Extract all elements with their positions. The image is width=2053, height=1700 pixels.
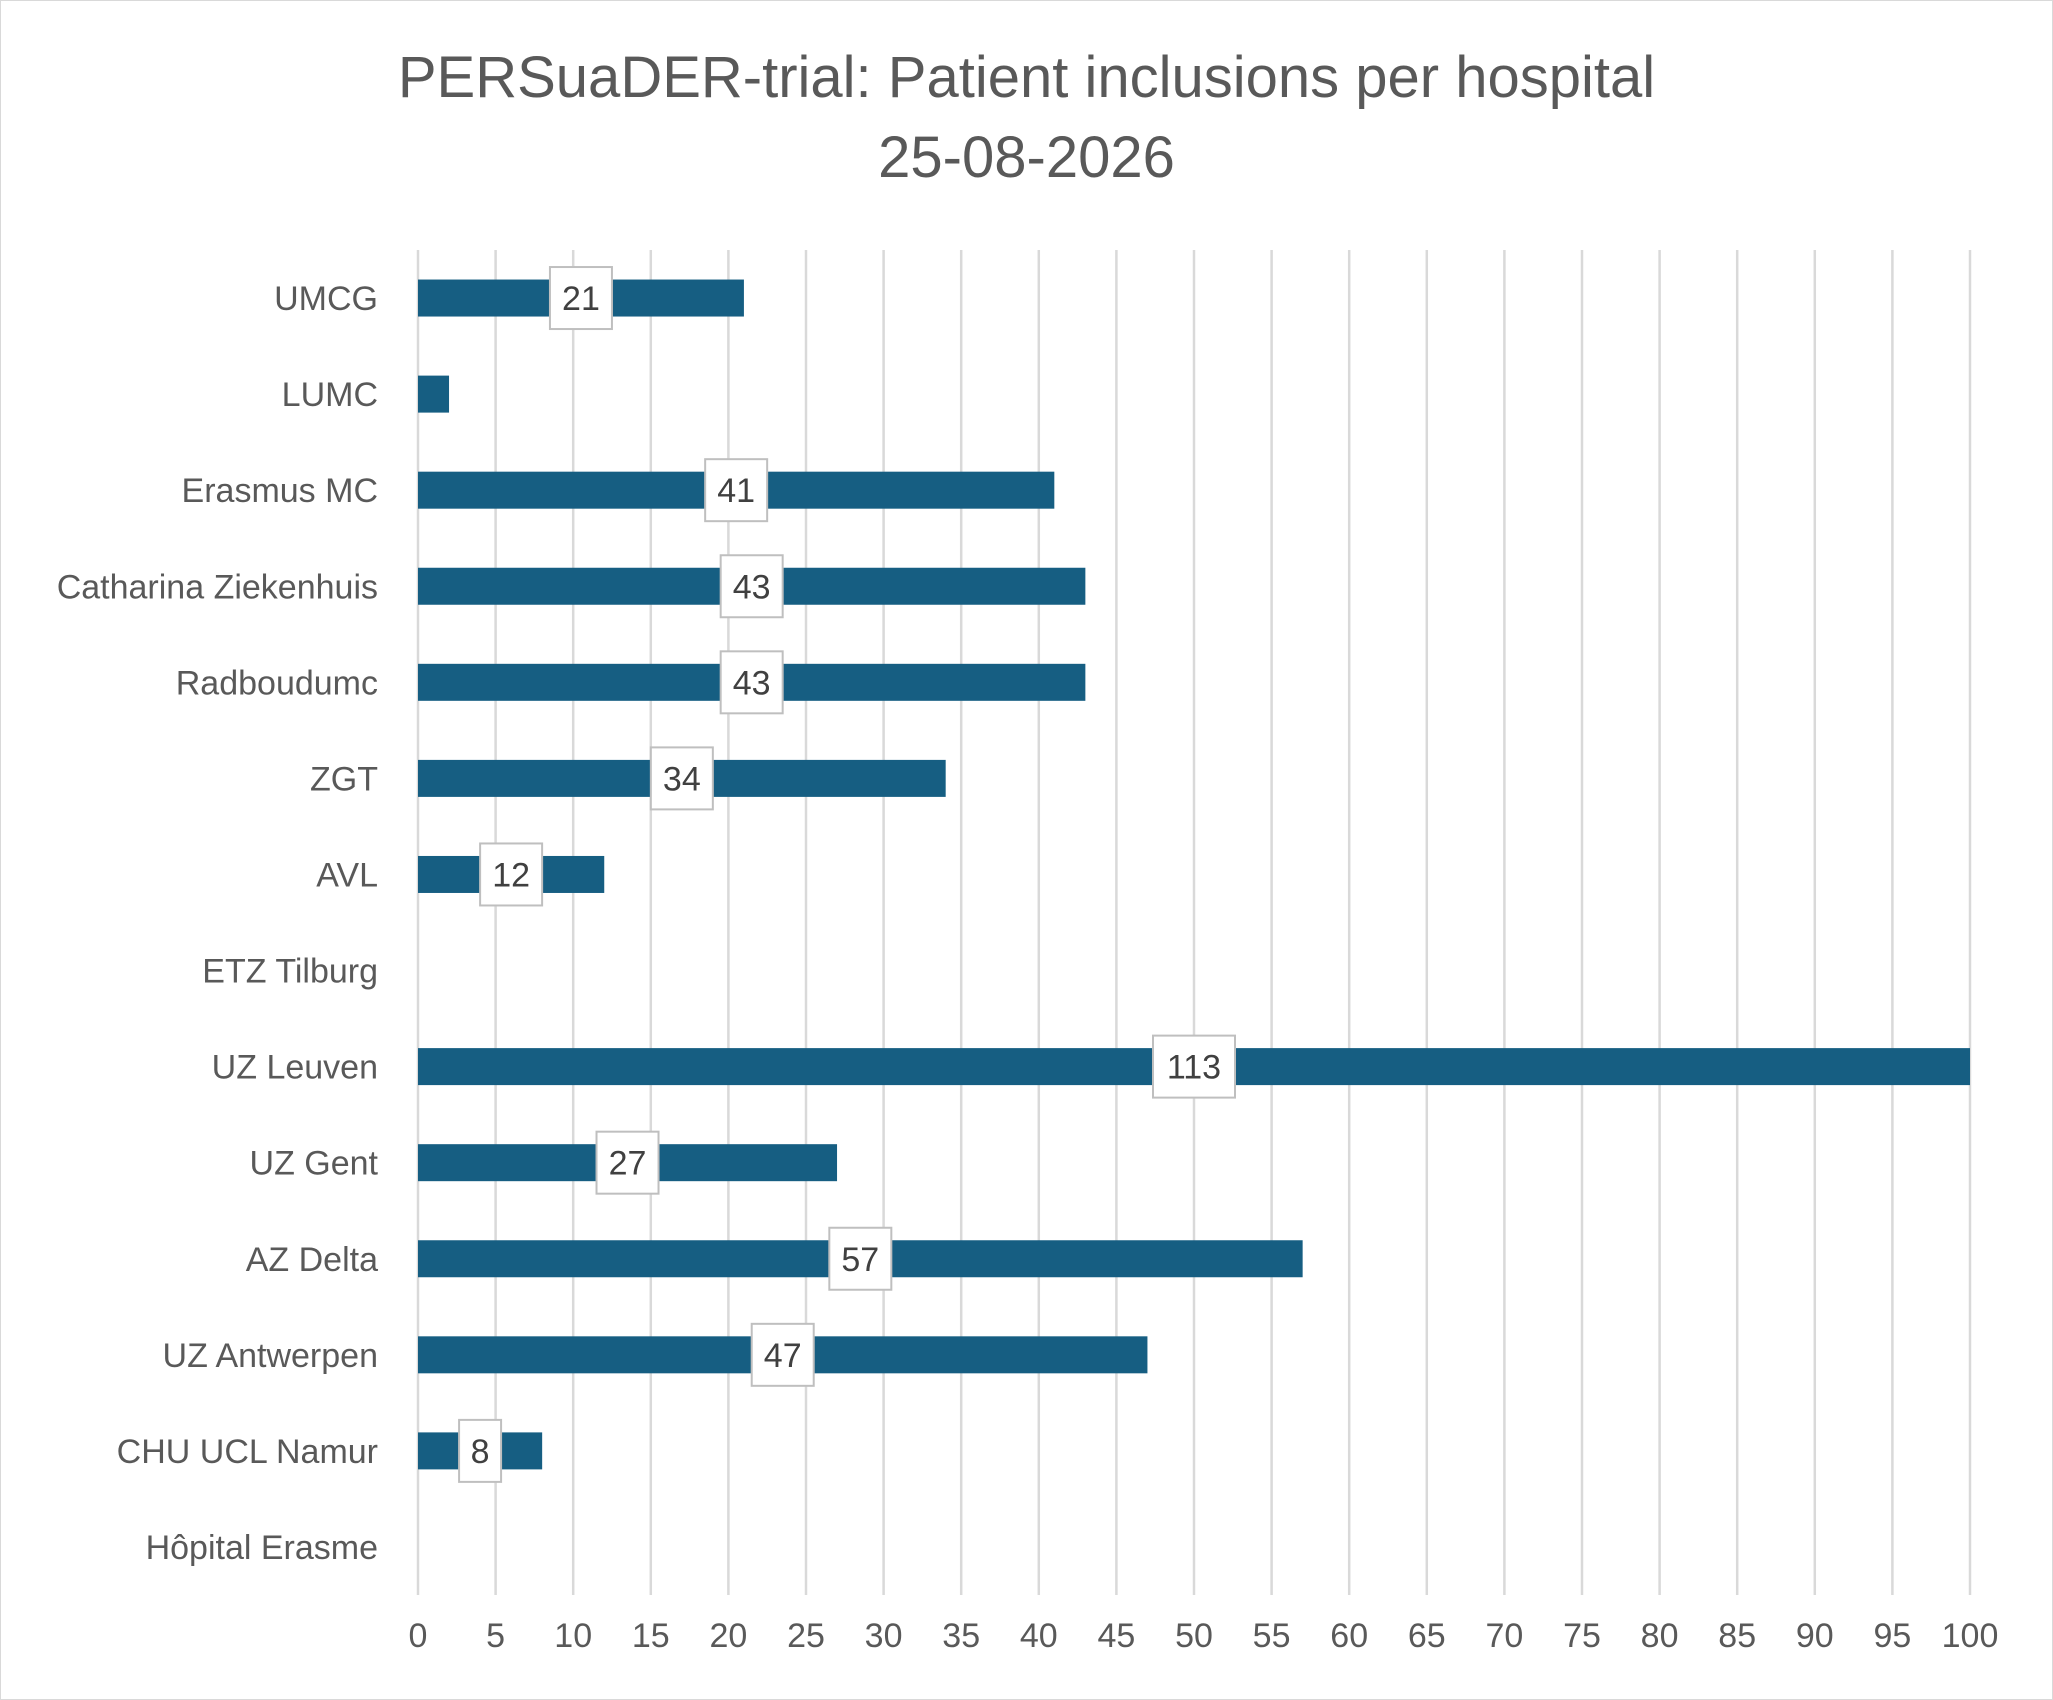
data-label: 47: [764, 1337, 802, 1375]
data-label-box: [479, 842, 544, 907]
x-tick-label: 85: [1718, 1617, 1756, 1655]
x-tick-label: 55: [1253, 1617, 1291, 1655]
x-tick-label: 5: [486, 1617, 505, 1655]
x-tick-label: 80: [1641, 1617, 1679, 1655]
x-tick-label: 35: [942, 1617, 980, 1655]
data-label-box: [719, 650, 784, 715]
data-label: 43: [733, 664, 771, 702]
category-label: UMCG: [274, 280, 378, 318]
category-label: Hôpital Erasme: [146, 1529, 378, 1567]
data-label-box: [458, 1418, 503, 1483]
data-label: 57: [841, 1241, 879, 1279]
x-tick-label: 15: [632, 1617, 670, 1655]
x-tick-label: 25: [787, 1617, 825, 1655]
x-tick-label: 40: [1020, 1617, 1058, 1655]
category-label: Erasmus MC: [182, 472, 378, 510]
category-label: CHU UCL Namur: [117, 1433, 378, 1471]
data-label-box: [750, 1322, 815, 1387]
data-label-box: [1152, 1034, 1236, 1099]
x-tick-label: 65: [1408, 1617, 1446, 1655]
x-tick-label: 50: [1175, 1617, 1213, 1655]
category-label: AZ Delta: [246, 1241, 378, 1279]
category-label: ETZ Tilburg: [202, 953, 378, 991]
category-label: Catharina Ziekenhuis: [57, 568, 378, 606]
category-label: UZ Antwerpen: [163, 1337, 378, 1375]
data-label: 12: [492, 856, 530, 894]
category-label: UZ Gent: [250, 1145, 379, 1183]
data-label: 27: [609, 1145, 647, 1183]
category-label: LUMC: [282, 376, 378, 414]
data-label: 21: [562, 280, 600, 318]
category-label: Radboudumc: [176, 664, 378, 702]
data-label-box: [548, 266, 613, 331]
data-label: 34: [663, 760, 701, 798]
data-label: 8: [471, 1433, 490, 1471]
x-tick-label: 20: [709, 1617, 747, 1655]
category-label: UZ Leuven: [212, 1049, 378, 1087]
data-label-box: [704, 458, 769, 523]
chart-title-line-2: 25-08-2026: [878, 125, 1175, 190]
data-label-box: [719, 554, 784, 619]
data-label-box: [649, 746, 714, 811]
x-tick-label: 60: [1330, 1617, 1368, 1655]
data-label: 43: [733, 568, 771, 606]
bar: [418, 375, 450, 413]
data-label-box: [595, 1130, 660, 1195]
x-tick-label: 90: [1796, 1617, 1834, 1655]
x-tick-label: 100: [1942, 1617, 1999, 1655]
chart-title: PERSuaDER-trial: Patient inclusions per …: [0, 38, 2053, 198]
data-label: 41: [717, 472, 755, 510]
category-label: ZGT: [310, 760, 378, 798]
x-tick-label: 75: [1563, 1617, 1601, 1655]
x-tick-label: 70: [1485, 1617, 1523, 1655]
x-tick-label: 0: [409, 1617, 428, 1655]
chart-title-line-1: PERSuaDER-trial: Patient inclusions per …: [397, 45, 1656, 110]
data-label-box: [828, 1226, 893, 1291]
x-tick-label: 30: [865, 1617, 903, 1655]
x-tick-label: 95: [1873, 1617, 1911, 1655]
x-tick-label: 45: [1097, 1617, 1135, 1655]
x-tick-label: 10: [554, 1617, 592, 1655]
data-label: 113: [1167, 1049, 1221, 1087]
category-label: AVL: [316, 856, 378, 894]
